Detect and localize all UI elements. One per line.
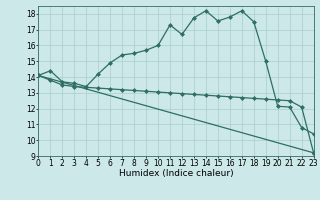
- X-axis label: Humidex (Indice chaleur): Humidex (Indice chaleur): [119, 169, 233, 178]
